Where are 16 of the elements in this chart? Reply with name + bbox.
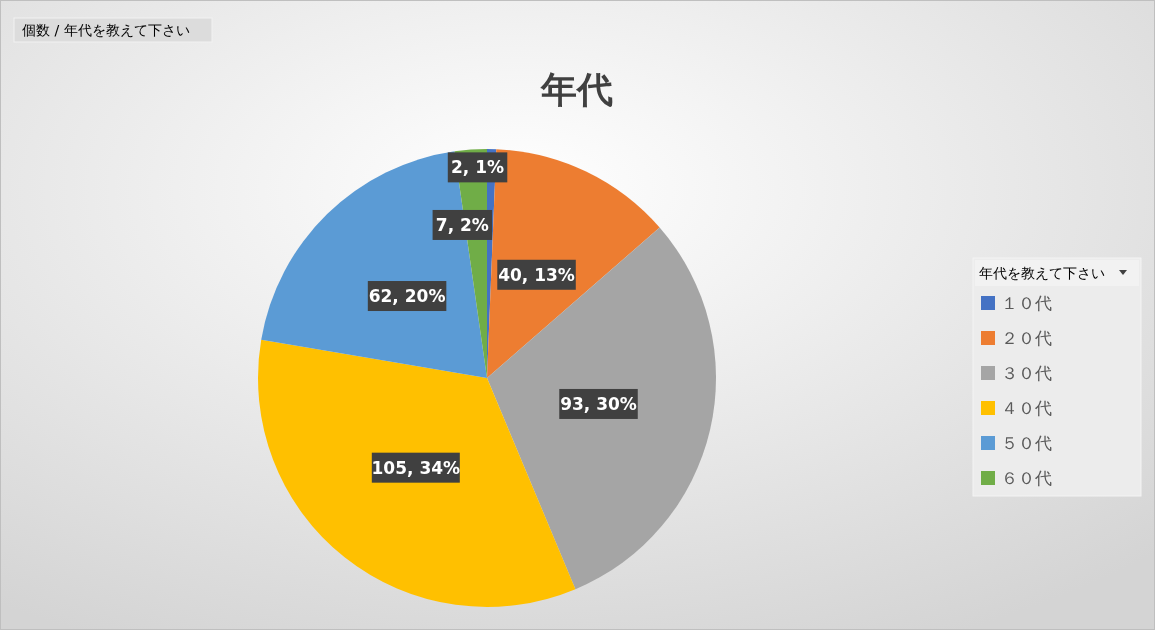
chart-title: 年代: [540, 69, 613, 110]
data-label: 105, 34%: [371, 457, 461, 478]
pie-slice: [487, 227, 716, 590]
data-label: 7, 2%: [435, 214, 489, 235]
legend-label: ３０代: [1001, 363, 1052, 383]
legend-label: １０代: [1001, 293, 1052, 313]
text: 個数 / 年代を教えて下さい: [22, 22, 190, 38]
legend-label: ４０代: [1001, 398, 1052, 418]
legend-label: ６０代: [1001, 468, 1052, 488]
legend-title: 年代を教えて下さい: [979, 265, 1105, 281]
data-label: 40, 13%: [498, 264, 575, 285]
data-label: 2, 1%: [450, 157, 505, 178]
legend-label: ２０代: [1001, 328, 1052, 348]
data-label: 62, 20%: [368, 286, 446, 307]
legend-label: ５０代: [1001, 433, 1052, 453]
data-label: 93, 30%: [560, 393, 637, 414]
